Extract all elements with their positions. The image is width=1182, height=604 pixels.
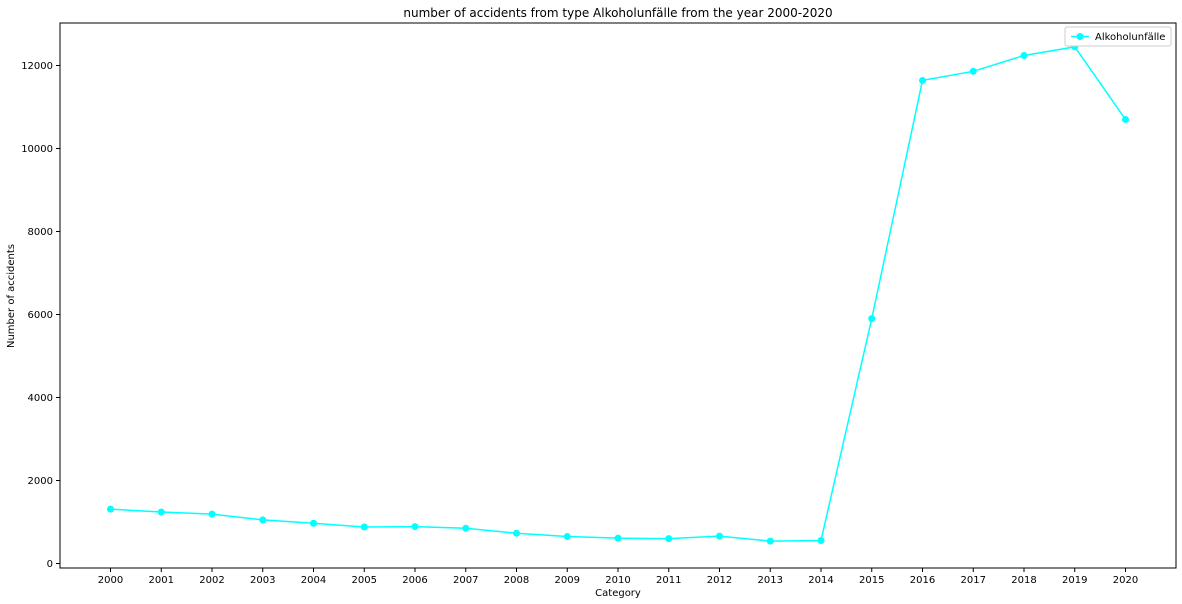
x-tick-label: 2010: [605, 575, 630, 586]
x-tick-label: 2019: [1062, 575, 1087, 586]
x-tick-label: 2017: [961, 575, 986, 586]
y-axis-label: Number of accidents: [6, 244, 17, 348]
data-point: [1122, 115, 1129, 123]
legend-box: [1064, 26, 1172, 47]
x-tick-label: 2003: [250, 575, 275, 586]
data-point: [107, 505, 114, 513]
x-tick-label: 2014: [808, 575, 833, 586]
y-tick-label: 2000: [28, 476, 53, 487]
x-axis-label: Category: [595, 588, 641, 599]
data-point: [563, 533, 571, 541]
y-axis-ticks: 0 2000 4000 6000 8000 10000 12000: [21, 61, 60, 570]
x-tick-label: 2012: [707, 575, 732, 586]
x-tick-label: 2016: [910, 575, 935, 586]
x-axis-ticks: 2000 2001 2002 2003 2004 2005 2006 2007 2008 2009…: [98, 568, 1138, 586]
data-point: [1020, 52, 1028, 60]
legend: Alkoholunfälle: [1064, 26, 1172, 47]
x-tick-label: 2004: [301, 575, 326, 586]
data-point: [208, 510, 216, 518]
chart-title: number of accidents from type Alkoholunf…: [403, 6, 832, 20]
data-point: [310, 519, 317, 527]
data-point: [513, 529, 520, 537]
x-tick-label: 2011: [656, 575, 681, 586]
x-tick-label: 2020: [1113, 575, 1138, 586]
x-tick-label: 2013: [758, 575, 783, 586]
legend-label: Alkoholunfälle: [1095, 32, 1165, 43]
data-point: [919, 76, 926, 84]
data-point: [462, 524, 470, 532]
legend-marker: [1076, 33, 1084, 40]
y-tick-label: 8000: [28, 227, 53, 238]
data-point: [360, 523, 368, 531]
data-point: [716, 532, 723, 540]
x-tick-label: 2006: [402, 575, 427, 586]
data-point: [614, 534, 622, 542]
data-point: [766, 537, 774, 545]
data-point: [157, 508, 165, 516]
series-layer: [107, 43, 1129, 545]
data-point: [665, 535, 673, 543]
x-tick-label: 2005: [352, 575, 377, 586]
data-point: [259, 516, 267, 524]
x-tick-label: 2002: [199, 575, 224, 586]
x-tick-label: 2001: [149, 575, 174, 586]
y-tick-label: 4000: [28, 393, 53, 404]
data-point: [868, 315, 876, 323]
series-line: [110, 46, 1127, 542]
x-tick-label: 2015: [859, 575, 884, 586]
data-point: [411, 523, 419, 531]
x-tick-label: 2008: [504, 575, 529, 586]
data-point: [969, 67, 977, 75]
y-tick-label: 6000: [28, 310, 53, 321]
x-tick-label: 2018: [1011, 575, 1036, 586]
x-tick-label: 2000: [98, 575, 123, 586]
y-tick-label: 0: [47, 559, 53, 570]
data-point: [817, 536, 825, 544]
y-tick-label: 10000: [21, 144, 53, 155]
plot-frame: [59, 22, 1177, 569]
y-tick-label: 12000: [21, 61, 53, 72]
x-tick-label: 2009: [555, 575, 580, 586]
x-tick-label: 2007: [453, 575, 478, 586]
